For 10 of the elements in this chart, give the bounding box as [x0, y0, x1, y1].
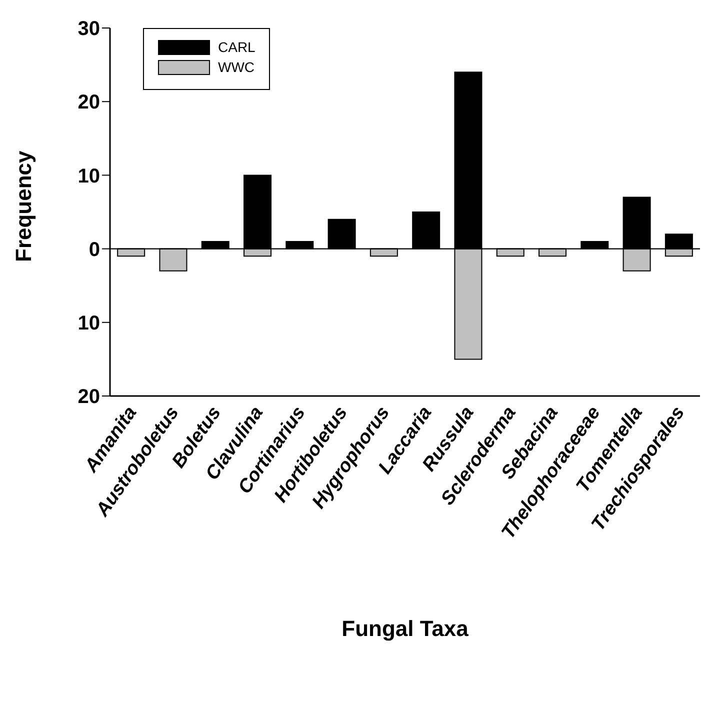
y-axis-title: Frequency — [10, 150, 36, 262]
y-tick-label: 10 — [78, 312, 100, 334]
legend-label: CARL — [217, 39, 256, 55]
y-tick-label: 30 — [78, 18, 100, 40]
x-axis-title: Fungal Taxa — [342, 616, 470, 641]
y-tick-label: 20 — [78, 92, 100, 114]
y-tick-label: 0 — [88, 238, 100, 261]
legend-label: WWC — [217, 59, 256, 75]
y-tick-label: 10 — [78, 165, 100, 188]
y-tick-label: 20 — [78, 386, 100, 408]
